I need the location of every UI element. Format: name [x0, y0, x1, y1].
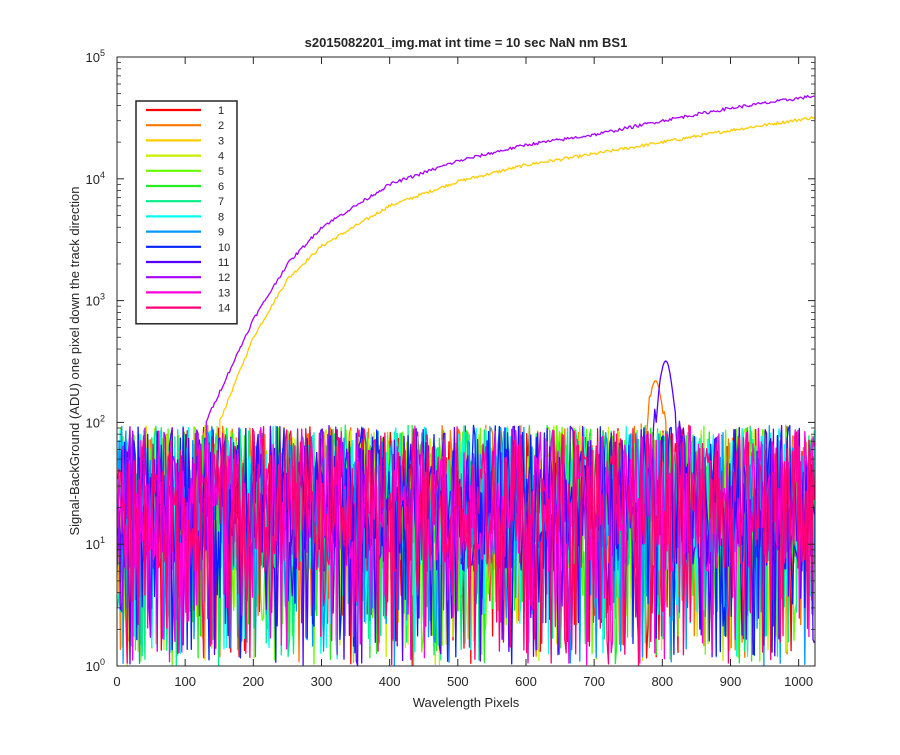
legend-item-5[interactable]: 5: [146, 166, 224, 178]
legend-label: 3: [218, 135, 224, 147]
plot-frame: [116, 56, 816, 667]
y-tick-base: 10: [86, 50, 100, 65]
legend-label: 5: [218, 166, 224, 178]
legend-label: 11: [218, 257, 229, 269]
legend-item-6[interactable]: 6: [146, 181, 224, 193]
y-tick-exponent: 3: [100, 292, 105, 302]
x-tick-label: 1000: [784, 674, 813, 689]
x-tick-label: 400: [379, 674, 401, 689]
x-tick-label: 0: [113, 674, 120, 689]
legend-item-1[interactable]: 1: [146, 105, 224, 117]
y-tick-label: 101: [86, 535, 105, 552]
legend-item-3[interactable]: 3: [146, 135, 224, 147]
legend-label: 1: [218, 105, 224, 117]
legend-label: 10: [218, 242, 230, 254]
legend-label: 7: [218, 196, 224, 208]
legend-label: 12: [218, 272, 230, 284]
chart-title: s2015082201_img.mat int time = 10 sec Na…: [305, 35, 628, 50]
x-tick-label: 500: [447, 674, 469, 689]
y-tick-label: 102: [86, 413, 105, 430]
y-tick-label: 104: [86, 170, 105, 187]
legend-item-4[interactable]: 4: [146, 151, 224, 163]
data-layer: [117, 94, 815, 667]
y-tick-exponent: 1: [100, 535, 105, 545]
x-axis: 0 100 200 300 400 500 600 700 800 900 1000: [113, 57, 813, 689]
series-line-14: [117, 425, 815, 666]
y-tick-base: 10: [86, 415, 100, 430]
x-tick-label: 200: [242, 674, 264, 689]
x-tick-label: 600: [515, 674, 537, 689]
legend-item-10[interactable]: 10: [146, 242, 230, 254]
x-tick-label: 700: [583, 674, 605, 689]
legend-label: 14: [218, 303, 230, 315]
y-tick-exponent: 2: [100, 413, 105, 423]
y-tick-base: 10: [86, 294, 100, 309]
x-tick-label: 300: [311, 674, 333, 689]
x-tick-label: 800: [651, 674, 673, 689]
series-line-3: [117, 116, 815, 661]
y-tick-base: 10: [86, 172, 100, 187]
legend-item-8[interactable]: 8: [146, 211, 224, 223]
legend-item-13[interactable]: 13: [146, 287, 230, 299]
y-tick-label: 100: [86, 657, 105, 674]
x-axis-label: Wavelength Pixels: [413, 695, 520, 710]
legend-item-12[interactable]: 12: [146, 272, 230, 284]
legend-label: 8: [218, 211, 224, 223]
legend-item-7[interactable]: 7: [146, 196, 224, 208]
legend-item-11[interactable]: 11: [146, 257, 229, 269]
legend-label: 6: [218, 181, 224, 193]
legend-label: 13: [218, 287, 230, 299]
legend-label: 2: [218, 120, 224, 132]
y-tick-exponent: 4: [100, 170, 105, 180]
legend-item-2[interactable]: 2: [146, 120, 224, 132]
y-tick-exponent: 0: [100, 657, 105, 667]
y-tick-base: 10: [86, 537, 100, 552]
x-tick-label: 100: [174, 674, 196, 689]
y-tick-label: 105: [86, 48, 105, 65]
y-tick-base: 10: [86, 659, 100, 674]
series-line-12: [117, 94, 815, 652]
legend-label: 9: [218, 227, 224, 239]
y-tick-label: 103: [86, 292, 105, 309]
legend-item-14[interactable]: 14: [146, 303, 230, 315]
legend-box: [135, 100, 238, 325]
x-tick-label: 900: [720, 674, 742, 689]
y-axis-label: Signal-BackGround (ADU) one pixel down t…: [67, 186, 82, 535]
legend-label: 4: [218, 151, 224, 163]
y-tick-exponent: 5: [100, 48, 105, 58]
legend-item-9[interactable]: 9: [146, 227, 224, 239]
series-line-13: [117, 425, 815, 666]
